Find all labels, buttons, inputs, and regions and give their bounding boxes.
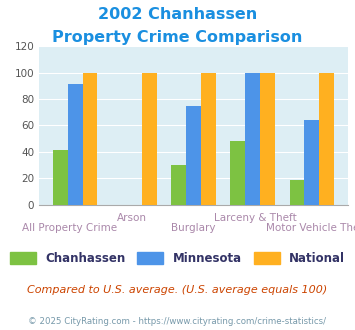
Text: © 2025 CityRating.com - https://www.cityrating.com/crime-statistics/: © 2025 CityRating.com - https://www.city… — [28, 317, 327, 326]
Text: Compared to U.S. average. (U.S. average equals 100): Compared to U.S. average. (U.S. average … — [27, 285, 328, 295]
Text: All Property Crime: All Property Crime — [22, 223, 118, 233]
Legend: Chanhassen, Minnesota, National: Chanhassen, Minnesota, National — [5, 247, 350, 270]
Bar — [142, 73, 157, 205]
Text: Burglary: Burglary — [171, 223, 216, 233]
Bar — [245, 73, 260, 205]
Bar — [186, 106, 201, 205]
Bar — [319, 73, 334, 205]
Bar — [83, 73, 97, 205]
Text: Motor Vehicle Theft: Motor Vehicle Theft — [267, 223, 355, 233]
Bar — [304, 120, 319, 205]
Bar — [53, 150, 68, 205]
Bar — [171, 165, 186, 205]
Text: 2002 Chanhassen: 2002 Chanhassen — [98, 7, 257, 21]
Text: Property Crime Comparison: Property Crime Comparison — [52, 30, 303, 45]
Text: Larceny & Theft: Larceny & Theft — [214, 213, 297, 223]
Bar — [230, 141, 245, 205]
Bar — [260, 73, 275, 205]
Bar — [68, 84, 83, 205]
Bar — [201, 73, 215, 205]
Text: Arson: Arson — [117, 213, 147, 223]
Bar — [290, 180, 304, 205]
